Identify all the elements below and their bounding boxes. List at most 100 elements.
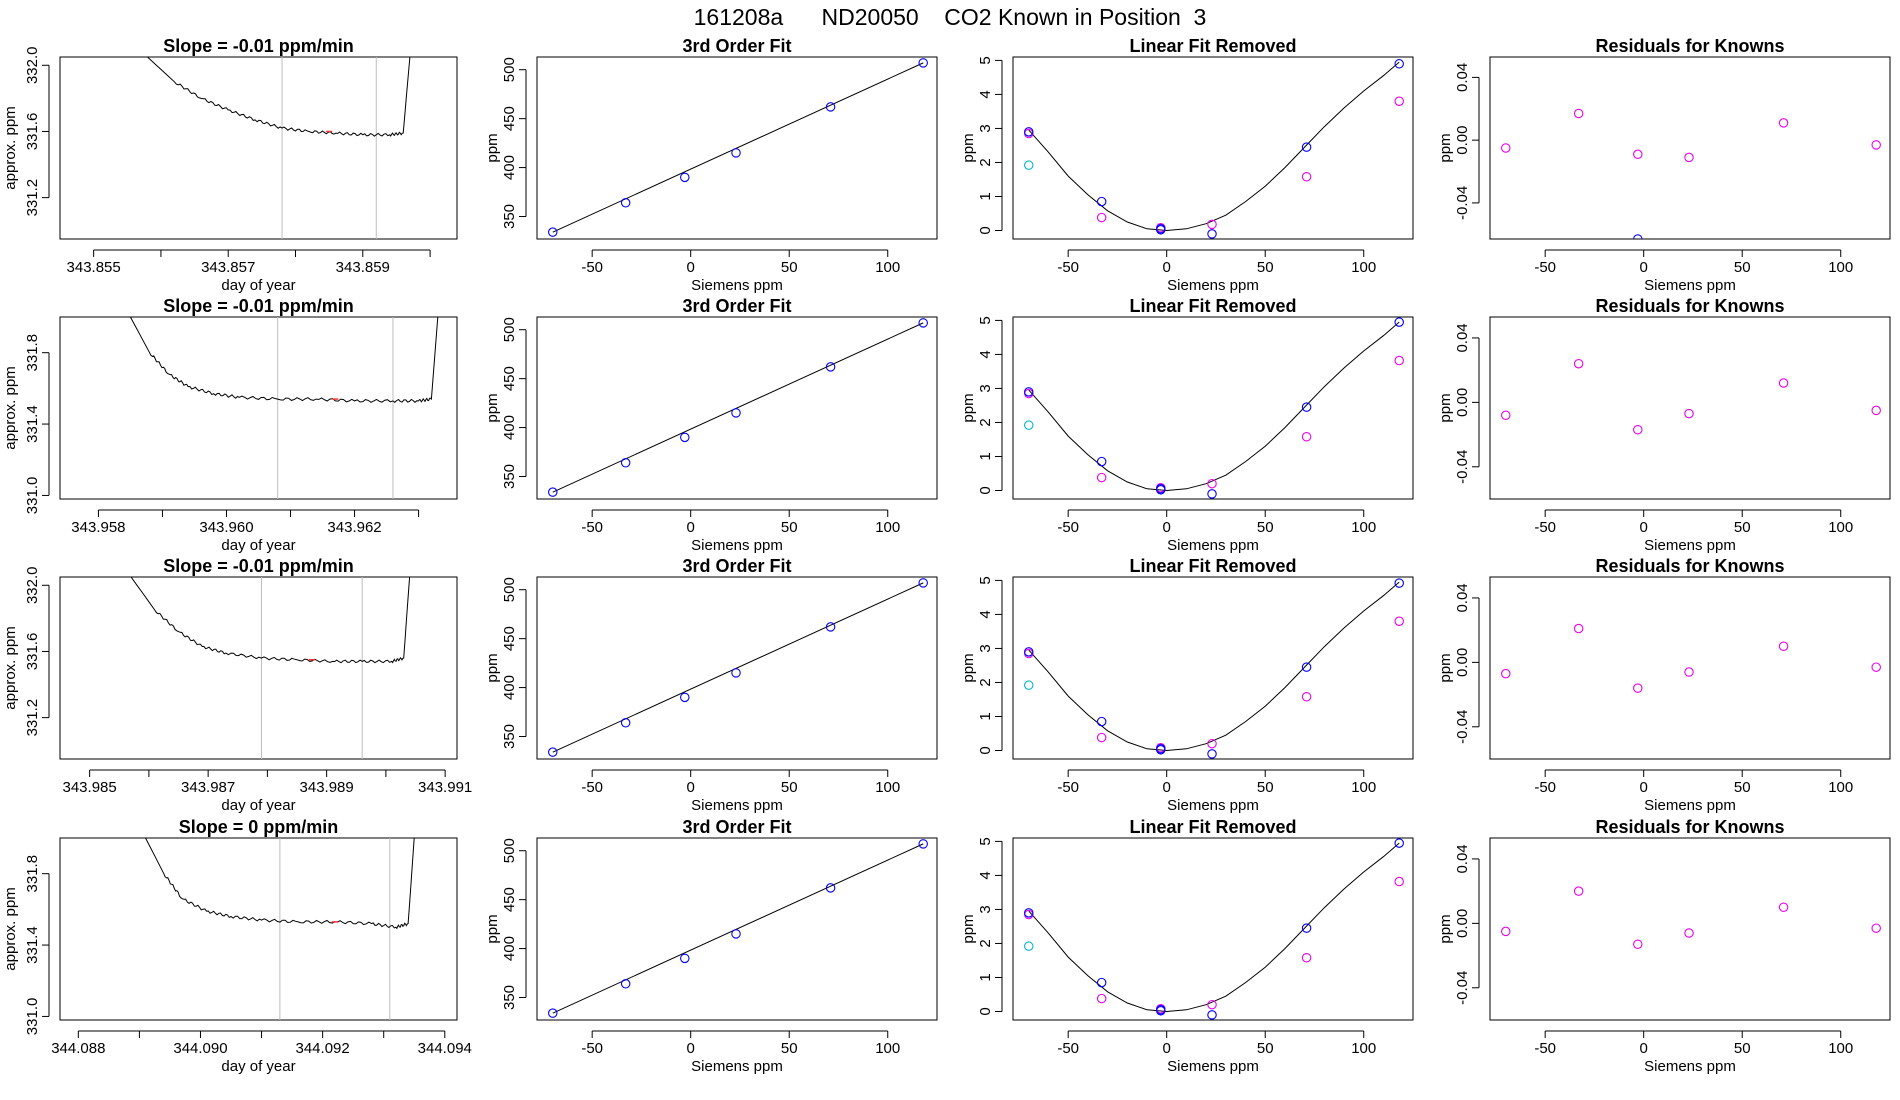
y-tick-label: 0.04 bbox=[1454, 844, 1471, 873]
x-tick-label: 100 bbox=[1351, 1040, 1376, 1057]
plot-area bbox=[130, 577, 411, 759]
blue-point bbox=[1156, 745, 1166, 755]
y-tick-label: 450 bbox=[501, 626, 518, 651]
panel-residuals-row4: Residuals for Knowns -50 0 50 100 Siemens ppm… bbox=[1437, 817, 1891, 1075]
panel-fit-row4: 3rd Order Fit -50 0 50 100 Siemens ppm 350 400 4… bbox=[484, 817, 938, 1075]
x-tick-label: -50 bbox=[1057, 779, 1079, 796]
x-tick-label: 0 bbox=[687, 779, 695, 796]
panel-fit-row2: 3rd Order Fit -50 0 50 100 Siemens ppm 350 400 4… bbox=[484, 296, 938, 554]
panel-title: Linear Fit Removed bbox=[1129, 556, 1296, 576]
x-tick-label: 100 bbox=[1828, 519, 1853, 536]
panel-title: Residuals for Knowns bbox=[1595, 817, 1784, 837]
y-tick-label: 331.6 bbox=[24, 633, 41, 671]
trace-line bbox=[129, 317, 439, 403]
plot-frame bbox=[1012, 837, 1414, 1021]
y-tick-label: 331.4 bbox=[24, 405, 41, 443]
blue-point bbox=[731, 668, 741, 678]
y-tick-label: 331.8 bbox=[24, 334, 41, 372]
y-tick-label: 0 bbox=[977, 486, 994, 494]
panel-title: Slope = 0 ppm/min bbox=[179, 817, 339, 837]
blue-point bbox=[620, 198, 631, 208]
panel-timeseries-row4: Slope = 0 ppm/min 344.088 344.090 344.092 34… bbox=[2, 817, 472, 1075]
magenta-point bbox=[1871, 140, 1881, 150]
magenta-point bbox=[1096, 472, 1107, 483]
y-tick-label: 0.00 bbox=[1454, 126, 1471, 155]
blue-point bbox=[1394, 578, 1404, 588]
y-tick-label: 0.04 bbox=[1454, 323, 1471, 352]
x-tick-label: 343.989 bbox=[300, 779, 354, 796]
plot-frame bbox=[59, 56, 458, 240]
magenta-point bbox=[1573, 886, 1584, 896]
y-tick-label: 350 bbox=[501, 724, 518, 749]
magenta-point bbox=[1394, 96, 1404, 106]
x-tick-label: 50 bbox=[781, 519, 798, 536]
panel-title: Slope = -0.01 ppm/min bbox=[163, 296, 354, 316]
plot-frame bbox=[1489, 837, 1891, 1021]
panel-residuals-row2: Residuals for Knowns -50 0 50 100 Siemens ppm… bbox=[1437, 296, 1891, 554]
blue-point bbox=[731, 408, 741, 418]
blue-point bbox=[680, 953, 690, 964]
magenta-point bbox=[1207, 219, 1217, 230]
plot-frame bbox=[59, 837, 458, 1021]
y-axis-label: approx. ppm bbox=[2, 887, 19, 970]
x-tick-label: 343.991 bbox=[418, 779, 472, 796]
x-tick-label: 0 bbox=[1163, 779, 1171, 796]
blue-point bbox=[548, 747, 558, 757]
blue-point bbox=[825, 622, 836, 632]
plot-frame bbox=[536, 56, 938, 240]
x-axis-label: Siemens ppm bbox=[1644, 537, 1736, 554]
blue-point bbox=[680, 692, 690, 703]
x-axis-label: Siemens ppm bbox=[1644, 1058, 1736, 1075]
panel-title: Linear Fit Removed bbox=[1129, 296, 1296, 316]
blue-point bbox=[1096, 196, 1107, 207]
y-tick-label: 500 bbox=[501, 57, 518, 82]
x-tick-label: 100 bbox=[875, 519, 900, 536]
magenta-point bbox=[1301, 952, 1312, 963]
blue-point bbox=[1394, 59, 1404, 69]
magenta-point bbox=[1096, 732, 1107, 743]
y-tick-label: 331.2 bbox=[24, 179, 41, 217]
plot-area bbox=[1501, 886, 1881, 950]
magenta-point bbox=[1501, 143, 1511, 153]
blue-point bbox=[1024, 908, 1034, 918]
plot-area bbox=[548, 839, 928, 1018]
main-title: 161208a ND20050 CO2 Known in Position 3 bbox=[693, 4, 1207, 30]
x-tick-label: -50 bbox=[581, 779, 603, 796]
x-axis-label: day of year bbox=[221, 277, 295, 294]
y-tick-label: 5 bbox=[977, 316, 994, 324]
plot-area bbox=[1024, 59, 1404, 239]
x-tick-label: -50 bbox=[581, 519, 603, 536]
x-tick-label: -50 bbox=[1534, 259, 1556, 276]
x-tick-label: 343.859 bbox=[336, 259, 390, 276]
x-tick-label: 344.090 bbox=[173, 1040, 227, 1057]
y-axis-label: ppm bbox=[1437, 133, 1454, 162]
magenta-point bbox=[1684, 152, 1694, 163]
x-axis-label: day of year bbox=[221, 1058, 295, 1075]
panel-residuals-row3: Residuals for Knowns -50 0 50 100 Siemens ppm… bbox=[1437, 556, 1891, 814]
y-tick-label: 0 bbox=[977, 226, 994, 234]
y-tick-label: 2 bbox=[977, 158, 994, 166]
blue-point bbox=[918, 578, 928, 588]
y-tick-label: 331.2 bbox=[24, 699, 41, 737]
y-axis-label: ppm bbox=[484, 914, 501, 943]
y-axis-label: ppm bbox=[960, 653, 977, 682]
blue-point bbox=[1024, 387, 1034, 397]
magenta-point bbox=[1778, 378, 1789, 388]
x-tick-label: 343.958 bbox=[71, 519, 125, 536]
x-tick-label: 100 bbox=[875, 259, 900, 276]
x-axis-label: Siemens ppm bbox=[1167, 277, 1259, 294]
plot-frame bbox=[1489, 576, 1891, 760]
x-tick-label: 50 bbox=[1257, 259, 1274, 276]
magenta-point bbox=[1301, 431, 1312, 442]
x-tick-label: -50 bbox=[581, 259, 603, 276]
x-tick-label: 0 bbox=[1163, 519, 1171, 536]
y-tick-label: 331.8 bbox=[24, 855, 41, 893]
x-tick-label: 344.094 bbox=[418, 1040, 472, 1057]
magenta-point bbox=[1633, 424, 1643, 435]
y-tick-label: 400 bbox=[501, 415, 518, 440]
y-tick-label: 4 bbox=[977, 350, 994, 358]
x-axis-label: Siemens ppm bbox=[691, 537, 783, 554]
